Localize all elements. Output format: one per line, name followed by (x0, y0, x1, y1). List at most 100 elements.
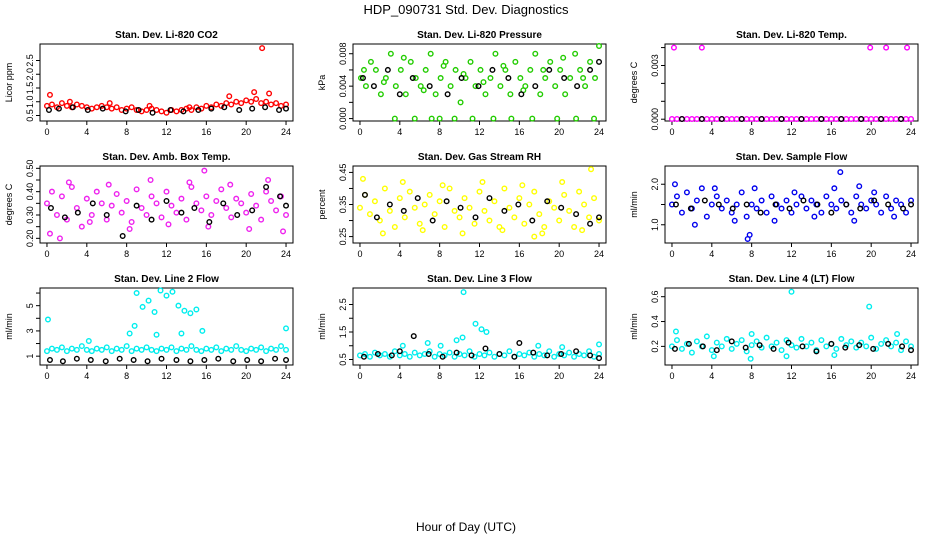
data-point (567, 75, 574, 82)
data-point (456, 351, 463, 358)
data-point (277, 193, 284, 200)
data-point (793, 201, 800, 208)
data-point (518, 91, 525, 98)
data-point (576, 188, 583, 195)
data-point (366, 353, 373, 360)
data-point (596, 341, 603, 348)
data-point (388, 352, 395, 359)
x-tick-label: 12 (786, 371, 796, 381)
data-point (411, 349, 418, 356)
data-point (173, 108, 180, 115)
y-tick-label: 2.0 (650, 178, 660, 191)
data-point (440, 62, 447, 69)
x-tick-label: 24 (594, 127, 604, 137)
data-point (768, 193, 775, 200)
data-point (486, 349, 493, 356)
data-point (412, 75, 419, 82)
data-point (248, 190, 255, 197)
x-tick-label: 0 (357, 127, 362, 137)
y-tick-label: 0.4 (650, 315, 660, 328)
data-point (853, 115, 860, 122)
data-point (559, 344, 566, 351)
data-point (203, 102, 210, 109)
data-point (246, 225, 253, 232)
plot-frame (39, 43, 294, 122)
data-point (813, 115, 820, 122)
data-point (453, 337, 460, 344)
data-point (592, 75, 599, 82)
data-point (723, 197, 730, 204)
data-point (88, 348, 95, 355)
data-point (733, 340, 740, 347)
data-point (376, 217, 383, 224)
data-point (143, 344, 150, 351)
data-point (428, 115, 435, 122)
data-point (536, 351, 543, 358)
x-tick-label: 4 (709, 127, 714, 137)
data-point (853, 193, 860, 200)
data-point (501, 185, 508, 192)
data-point (497, 83, 504, 90)
data-point (181, 307, 188, 314)
data-point (193, 200, 200, 207)
series-highlight (360, 333, 603, 362)
data-point (83, 195, 90, 202)
data-point (718, 343, 725, 350)
data-point (873, 115, 880, 122)
data-point (451, 207, 458, 214)
x-tick-label: 16 (514, 127, 524, 137)
data-point (444, 91, 451, 98)
data-point (467, 58, 474, 65)
series-main (668, 44, 915, 122)
data-point (868, 197, 875, 204)
data-point (811, 213, 818, 220)
plot-frame (39, 287, 294, 366)
y-axis-label: percent (317, 189, 327, 220)
data-point (266, 90, 273, 97)
data-point (885, 201, 892, 208)
data-point (687, 205, 694, 212)
data-point (68, 345, 75, 352)
data-point (803, 115, 810, 122)
data-point (360, 353, 367, 360)
x-tick-label: 16 (201, 249, 211, 259)
data-point (265, 176, 272, 183)
data-point (521, 220, 528, 227)
data-point (500, 62, 507, 69)
data-point (703, 213, 710, 220)
data-point (489, 66, 496, 73)
data-point (253, 346, 260, 353)
data-point (481, 352, 488, 359)
data-point (748, 342, 755, 349)
data-point (856, 342, 863, 349)
y-tick-label: 0.2 (650, 340, 660, 353)
data-point (530, 349, 537, 356)
data-point (481, 207, 488, 214)
data-point (147, 176, 154, 183)
data-point (898, 115, 905, 122)
data-point (158, 214, 165, 221)
data-point (226, 93, 233, 100)
data-point (670, 44, 677, 51)
x-tick-label: 8 (437, 127, 442, 137)
data-point (133, 202, 140, 209)
series-main (43, 45, 290, 116)
data-point (439, 353, 446, 360)
data-point (715, 201, 722, 208)
data-point (558, 204, 565, 211)
data-point (273, 207, 280, 214)
x-tick-label: 24 (281, 127, 291, 137)
data-point (708, 201, 715, 208)
x-tick-label: 20 (241, 127, 251, 137)
data-point (526, 201, 533, 208)
data-point (258, 358, 265, 365)
data-point (744, 235, 751, 242)
x-tick-label: 24 (594, 371, 604, 381)
x-tick-label: 4 (709, 371, 714, 381)
data-point (843, 201, 850, 208)
series-highlight (361, 191, 603, 227)
data-point (453, 349, 460, 356)
panel-title: Stan. Dev. Li-820 Pressure (417, 30, 542, 41)
x-tick-label: 12 (161, 249, 171, 259)
data-point (783, 115, 790, 122)
